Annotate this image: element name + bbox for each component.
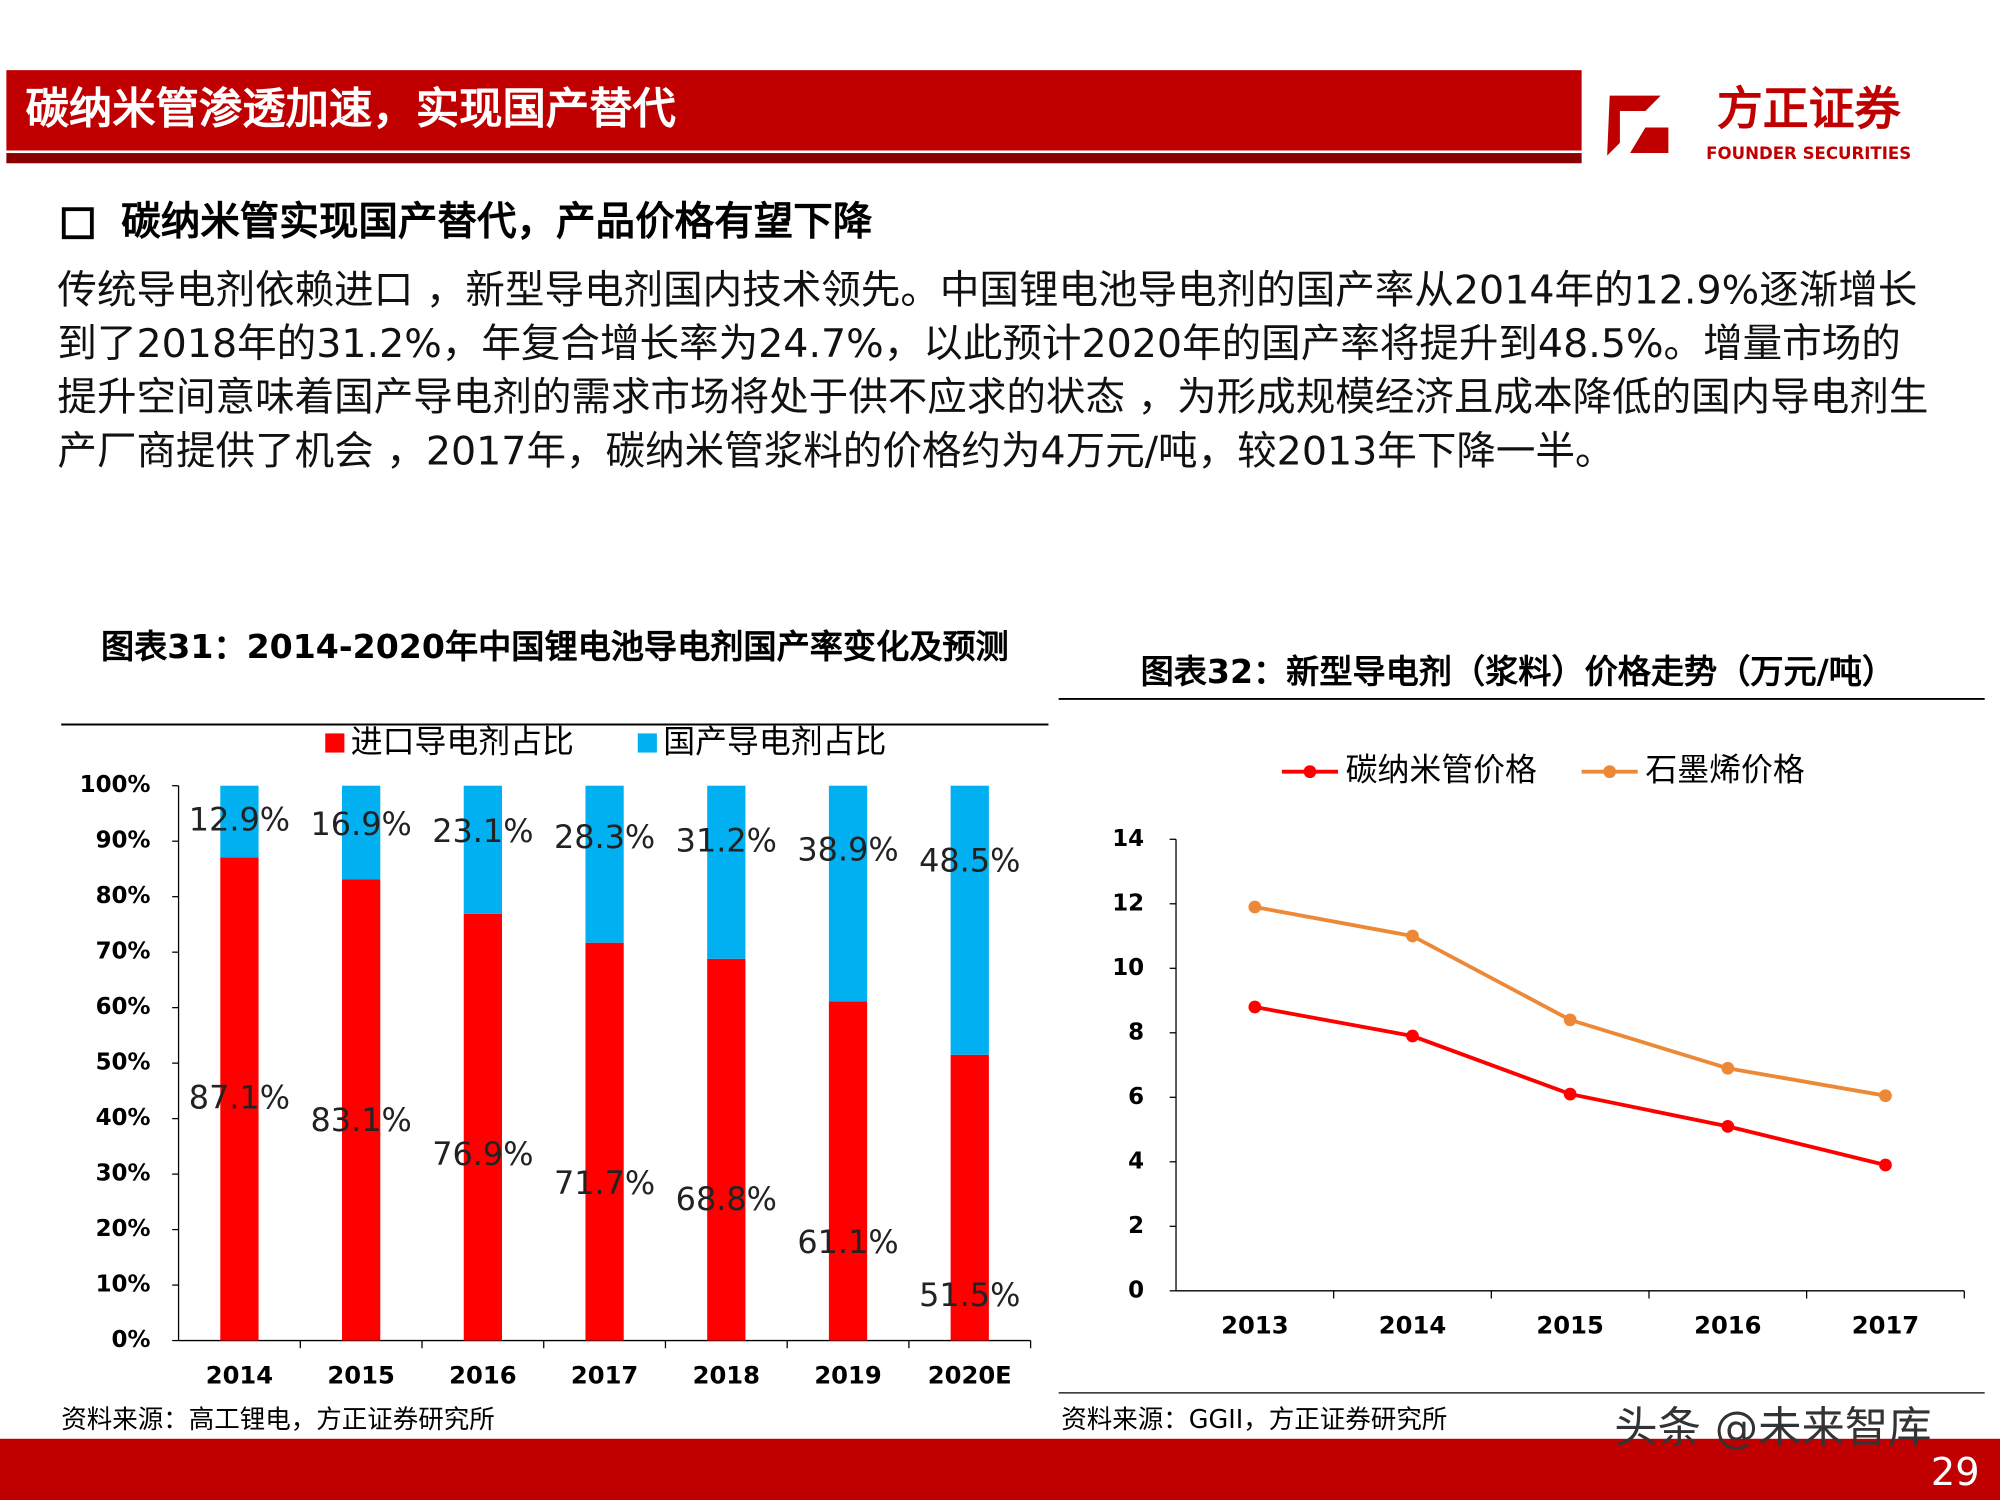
x-tick-label: 2014 <box>206 1361 273 1389</box>
value-label: 48.5% <box>919 841 1020 879</box>
source: 资料来源：高工锂电，方正证券研究所 <box>61 1405 495 1435</box>
y-tick-label: 50% <box>96 1050 151 1076</box>
bar-segment <box>707 958 746 1341</box>
x-tick-label: 2017 <box>1852 1312 1919 1340</box>
y-tick-label: 2 <box>1128 1213 1144 1239</box>
legend-marker <box>1603 765 1617 779</box>
value-label: 16.9% <box>311 805 412 843</box>
x-tick-label: 2016 <box>449 1361 516 1389</box>
y-tick-label: 12 <box>1112 890 1144 916</box>
y-tick-label: 80% <box>96 883 151 909</box>
chart1-title-box: 图表31：2014-2020年中国锂电池导电剂国产率变化及预测 <box>100 628 1009 668</box>
bar-segment <box>828 785 868 1002</box>
logo-en: FOUNDER SECURITIES <box>1706 144 1911 163</box>
value-label: 31.2% <box>676 821 777 859</box>
value-label: 71.7% <box>554 1164 655 1202</box>
bar-segment <box>828 1001 868 1341</box>
marker <box>1879 1158 1892 1172</box>
line <box>1254 905 1886 1098</box>
marker <box>1721 1119 1735 1133</box>
value-label: 87.1% <box>189 1079 290 1117</box>
bar-segment <box>950 1054 989 1341</box>
value-label: 12.9% <box>189 800 290 838</box>
y-tick-label: 0 <box>1128 1277 1144 1303</box>
header-band <box>6 70 1582 151</box>
y-tick-label: 8 <box>1128 1019 1144 1045</box>
bar-segment <box>342 879 381 1341</box>
value-label: 51.5% <box>919 1276 1020 1314</box>
y-tick-label: 70% <box>96 939 151 965</box>
subheading: 碳纳米管实现国产替代，产品价格有望下降 <box>121 199 873 245</box>
value-label: 68.8% <box>676 1180 777 1218</box>
y-tick-label: 10 <box>1112 955 1144 981</box>
line <box>1254 1005 1886 1167</box>
legend-swatch <box>637 733 657 753</box>
y-tick-label: 6 <box>1128 1084 1144 1110</box>
source: 资料来源：GGII，方正证券研究所 <box>1061 1405 1447 1435</box>
marker <box>1563 1013 1577 1027</box>
x-tick-label: 2020E <box>928 1361 1012 1389</box>
x-tick-label: 2015 <box>327 1361 394 1389</box>
bar-segment <box>585 942 624 1341</box>
bar-segment <box>342 785 381 880</box>
bullet <box>61 207 94 240</box>
y-tick-label: 10% <box>96 1272 151 1298</box>
logo-icon <box>1607 95 1669 156</box>
y-tick-label: 60% <box>96 994 151 1020</box>
x-tick-label: 2014 <box>1379 1312 1446 1340</box>
marker <box>1406 1029 1419 1043</box>
y-tick-label: 14 <box>1112 826 1144 852</box>
value-label: 76.9% <box>432 1135 533 1173</box>
x-tick-label: 2019 <box>814 1361 881 1389</box>
bar-segment <box>463 913 503 1341</box>
logo: 方正证券 <box>1717 82 1902 136</box>
y-tick-label: 100% <box>80 772 151 798</box>
marker <box>1879 1089 1892 1103</box>
marker <box>1248 900 1262 914</box>
bar-segment <box>950 785 989 1055</box>
value-label: 83.1% <box>311 1101 412 1139</box>
x-tick-label: 2013 <box>1221 1312 1288 1340</box>
legend-marker <box>1303 765 1317 779</box>
bar-segment <box>220 857 259 1341</box>
paragraph: 传统导电剂依赖进口 ，新型导电剂国内技术领先。中国锂电池导电剂的国产率从2014… <box>57 267 1929 475</box>
paragraph-box: 传统导电剂依赖进口 ，新型导电剂国内技术领先。中国锂电池导电剂的国产率从2014… <box>57 267 1929 475</box>
marker <box>1248 1000 1262 1014</box>
chart-title: 图表31：2014-2020年中国锂电池导电剂国产率变化及预测 <box>100 628 1009 668</box>
bar-segment <box>463 785 503 914</box>
x-tick-label: 2016 <box>1694 1312 1761 1340</box>
marker <box>1563 1087 1577 1101</box>
legend-swatch <box>325 733 345 753</box>
legend-label: 碳纳米管价格 <box>1346 751 1537 789</box>
header-title: 碳纳米管渗透加速，实现国产替代 <box>26 85 677 135</box>
legend-label: 国产导电剂占比 <box>663 723 886 761</box>
chart-title: 图表32：新型导电剂（浆料）价格走势（万元/吨） <box>1141 652 1896 691</box>
watermark: 头条 @未来智库 <box>1614 1404 1931 1454</box>
value-label: 23.1% <box>432 812 533 850</box>
marker <box>1406 929 1419 943</box>
y-tick-label: 4 <box>1128 1148 1144 1174</box>
marker <box>1721 1061 1735 1075</box>
legend-label: 石墨烯价格 <box>1645 751 1804 789</box>
value-label: 28.3% <box>554 818 655 856</box>
bar-segment <box>707 785 746 959</box>
y-tick-label: 40% <box>96 1105 151 1131</box>
header-stripe <box>6 153 1582 164</box>
y-tick-label: 20% <box>96 1216 151 1242</box>
y-tick-label: 90% <box>96 828 151 854</box>
value-label: 38.9% <box>797 830 898 868</box>
x-tick-label: 2017 <box>571 1361 638 1389</box>
bar-segment <box>220 785 259 858</box>
y-tick-label: 0% <box>112 1327 151 1353</box>
legend-label: 进口导电剂占比 <box>351 723 574 761</box>
bar-segment <box>585 785 624 943</box>
value-label: 61.1% <box>797 1223 898 1261</box>
x-tick-label: 2018 <box>693 1361 760 1389</box>
page-number: 29 <box>1931 1450 1980 1495</box>
x-tick-label: 2015 <box>1536 1312 1603 1340</box>
footer-band <box>0 1438 2000 1500</box>
y-tick-label: 30% <box>96 1161 151 1187</box>
